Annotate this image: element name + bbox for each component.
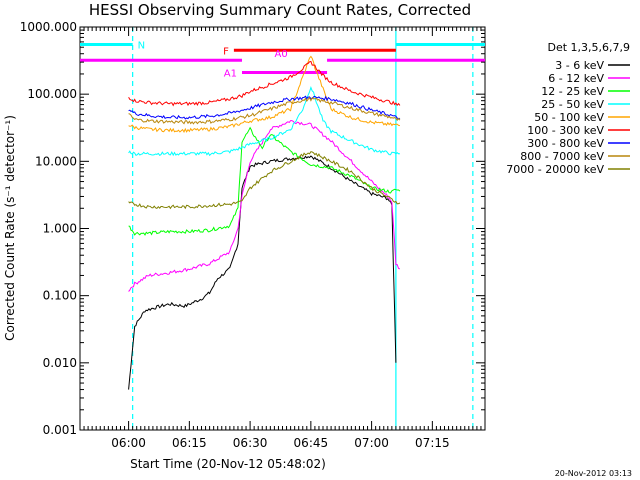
y-tick-label: 1000.000 [20, 20, 77, 34]
x-tick-label: 06:00 [111, 436, 146, 450]
series-layer [128, 55, 401, 390]
annotation-bars: N F A0 A1 [80, 40, 485, 80]
legend-label-7000-20000-kev: 7000 - 20000 keV [506, 163, 604, 176]
vertical-lines [132, 27, 474, 430]
legend-label-6-12-kev: 6 - 12 keV [548, 72, 604, 85]
legend-label-25-50-kev: 25 - 50 keV [541, 98, 604, 111]
y-tick-label: 1.000 [43, 222, 77, 236]
plot-frame [79, 26, 486, 431]
series-line-800-7000-kev [128, 96, 401, 125]
x-tick-label: 06:15 [172, 436, 207, 450]
legend-label-800-7000-kev: 800 - 7000 keV [520, 150, 604, 163]
series-line-7000-20000-kev [128, 151, 401, 210]
x-tick-label: 06:30 [233, 436, 268, 450]
legend-label-3-6-kev: 3 - 6 keV [555, 59, 604, 72]
annotation-label-a0: A0 [275, 49, 288, 60]
legend-label-300-800-kev: 300 - 800 keV [527, 137, 604, 150]
chart-title: HESSI Observing Summary Count Rates, Cor… [89, 1, 471, 19]
legend-label-50-100-kev: 50 - 100 keV [534, 111, 604, 124]
series-line-12-25-kev [128, 126, 401, 236]
x-axis: 06:00 06:15 06:30 06:45 07:00 07:15 [79, 27, 486, 450]
y-tick-label: 100.000 [27, 87, 77, 101]
y-tick-label: 0.010 [43, 356, 77, 370]
y-tick-label: 0.001 [43, 423, 77, 437]
annotation-label-a1: A1 [224, 69, 237, 80]
y-tick-label: 10.000 [35, 154, 77, 168]
footer-timestamp: 20-Nov-2012 03:13 [555, 469, 632, 478]
y-axis-label: Corrected Count Rate (s⁻¹ detector⁻¹) [3, 115, 17, 341]
series-line-6-12-kev [128, 120, 401, 292]
series-line-3-6-kev [128, 155, 397, 390]
legend-label-12-25-kev: 12 - 25 keV [541, 85, 604, 98]
x-tick-label: 06:45 [294, 436, 329, 450]
y-axis: 0.001 0.010 0.100 1.000 10.000 100.000 1000.00… [20, 20, 485, 437]
x-tick-label: 07:15 [415, 436, 450, 450]
series-line-25-50-kev [128, 85, 400, 157]
x-axis-label: Start Time (20-Nov-12 05:48:02) [130, 457, 326, 471]
annotation-label-f: F [223, 46, 229, 57]
annotation-label-n: N [138, 40, 145, 51]
legend-label-100-300-kev: 100 - 300 keV [527, 124, 604, 137]
x-tick-label: 07:00 [354, 436, 389, 450]
series-line-50-100-kev [128, 55, 400, 133]
series-line-300-800-kev [128, 95, 401, 120]
legend-title: Det 1,3,5,6,7,9 [547, 41, 630, 54]
series-line-100-300-kev [128, 60, 401, 107]
y-tick-label: 0.100 [43, 289, 77, 303]
